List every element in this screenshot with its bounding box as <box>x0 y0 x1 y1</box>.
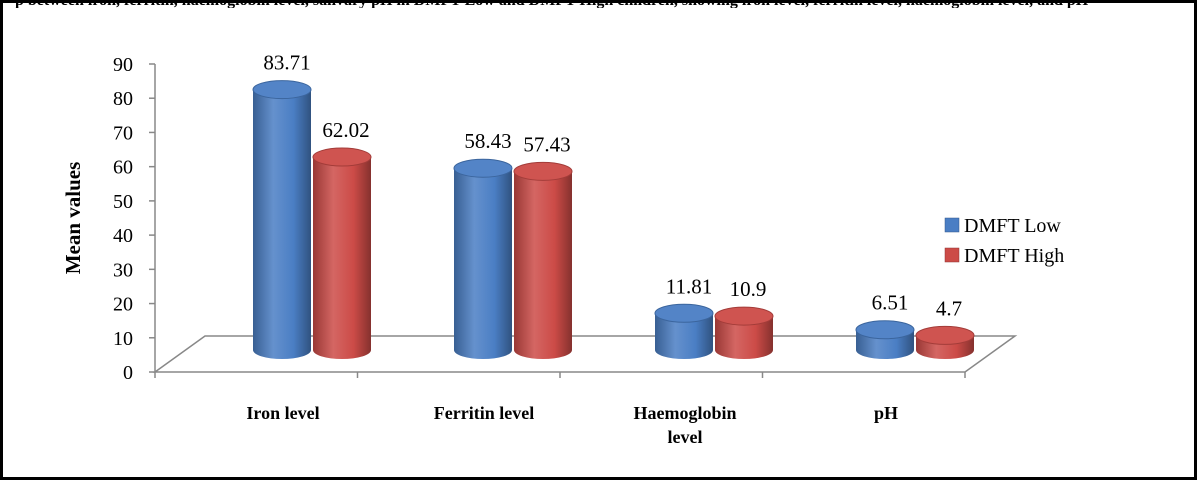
x-category-label: Iron level <box>246 403 319 423</box>
bar-1-0 <box>312 147 372 359</box>
bar-top <box>714 306 774 326</box>
y-tick-label: 30 <box>113 259 133 281</box>
bar-body <box>514 171 572 359</box>
x-category-label: Haemoglobin <box>633 403 736 423</box>
data-label: 58.43 <box>464 129 511 153</box>
y-axis-label: Mean values <box>61 162 85 275</box>
bar-1-2 <box>714 306 774 359</box>
bar-1-3 <box>915 325 975 359</box>
y-tick-label: 20 <box>113 294 133 316</box>
y-tick-label: 90 <box>113 54 133 76</box>
data-label: 62.02 <box>322 118 369 142</box>
legend-label: DMFT Low <box>964 215 1061 237</box>
bar-1-1 <box>513 161 573 359</box>
legend-swatch <box>944 247 960 263</box>
bar-body <box>313 157 371 359</box>
y-tick-label: 40 <box>113 225 133 247</box>
y-tick-label: 0 <box>123 362 133 384</box>
chart-labels: Mean values 83.71 62.02 Iron level 58.43 57.4… <box>61 51 962 447</box>
x-category-label: pH <box>874 403 898 423</box>
caption-strip: p between iron, ferritin, haemoglobin le… <box>15 0 1195 8</box>
data-label: 4.7 <box>936 296 962 320</box>
bar-top <box>453 158 513 178</box>
x-category-label: Ferritin level <box>434 403 534 423</box>
bar-0-2 <box>654 303 714 359</box>
legend-label: DMFT High <box>964 245 1064 267</box>
data-label: 11.81 <box>666 274 712 298</box>
bar-body <box>655 313 713 359</box>
bar-0-1 <box>453 158 513 359</box>
bar-top <box>855 320 915 340</box>
y-tick-label: 50 <box>113 191 133 213</box>
bar-0-3 <box>855 320 915 359</box>
y-tick-label: 80 <box>113 88 133 110</box>
y-tick-label: 10 <box>113 328 133 350</box>
bar-top <box>252 80 312 100</box>
x-category-label: level <box>668 427 703 447</box>
chart-legend: DMFT Low DMFT High <box>944 215 1064 267</box>
bar-body <box>454 168 512 359</box>
bar-top <box>654 303 714 323</box>
y-tick-label: 60 <box>113 157 133 179</box>
data-label: 83.71 <box>263 51 310 75</box>
data-label: 6.51 <box>872 291 909 315</box>
bar-body <box>715 316 773 359</box>
bar-body <box>253 89 311 360</box>
chart-bars <box>252 80 975 360</box>
bar-0-0 <box>252 80 312 360</box>
bar-top <box>312 147 372 167</box>
y-tick-label: 70 <box>113 122 133 144</box>
legend-swatch <box>944 217 960 233</box>
data-label: 57.43 <box>523 132 570 156</box>
bar-top <box>915 325 975 345</box>
bar-top <box>513 161 573 181</box>
data-label: 10.9 <box>730 277 767 301</box>
